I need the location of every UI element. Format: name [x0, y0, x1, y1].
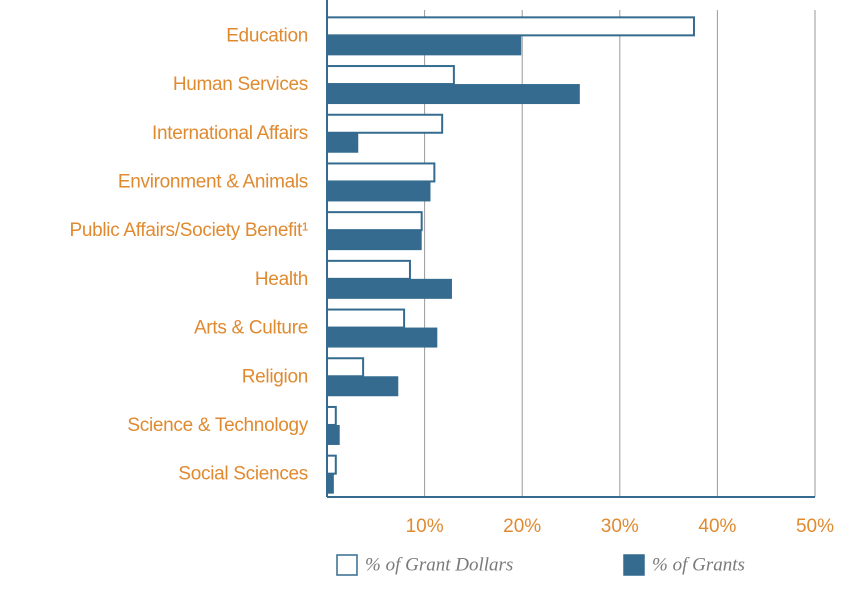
- y-tick-label: Social Sciences: [178, 464, 308, 485]
- bar: [326, 16, 695, 37]
- y-tick-label: Environment & Animals: [118, 171, 308, 192]
- bar: [326, 357, 365, 378]
- bar: [326, 181, 431, 202]
- bar: [326, 84, 580, 105]
- bar: [326, 162, 436, 183]
- x-tick-label: 20%: [503, 516, 541, 537]
- bar: [326, 259, 411, 280]
- y-tick-label: Health: [255, 269, 308, 290]
- bar: [326, 424, 340, 445]
- x-tick-label: 40%: [698, 516, 736, 537]
- y-tick-label: Arts & Culture: [194, 318, 308, 339]
- bar: [326, 308, 406, 329]
- x-tick-label: 50%: [796, 516, 834, 537]
- bar: [326, 211, 423, 232]
- legend-swatch: [336, 554, 358, 576]
- bar: [326, 454, 337, 475]
- bar: [326, 376, 399, 397]
- y-tick-label: Education: [226, 25, 308, 46]
- y-tick-label: Public Affairs/Society Benefit¹: [69, 220, 308, 241]
- x-tick-label: 30%: [601, 516, 639, 537]
- bar: [326, 113, 444, 134]
- legend-label: % of Grant Dollars: [365, 554, 513, 575]
- y-tick-label: International Affairs: [152, 123, 308, 144]
- bar: [326, 278, 452, 299]
- y-tick-label: Science & Technology: [127, 415, 308, 436]
- bar: [326, 327, 438, 348]
- bar: [326, 405, 337, 426]
- legend-swatch: [623, 554, 645, 576]
- bar: [326, 35, 522, 56]
- y-tick-label: Human Services: [173, 74, 308, 95]
- bar: [326, 230, 422, 251]
- bar: [326, 132, 359, 153]
- legend-label: % of Grants: [652, 554, 745, 575]
- x-tick-label: 10%: [406, 516, 444, 537]
- bar: [326, 65, 455, 86]
- y-tick-label: Religion: [242, 366, 308, 387]
